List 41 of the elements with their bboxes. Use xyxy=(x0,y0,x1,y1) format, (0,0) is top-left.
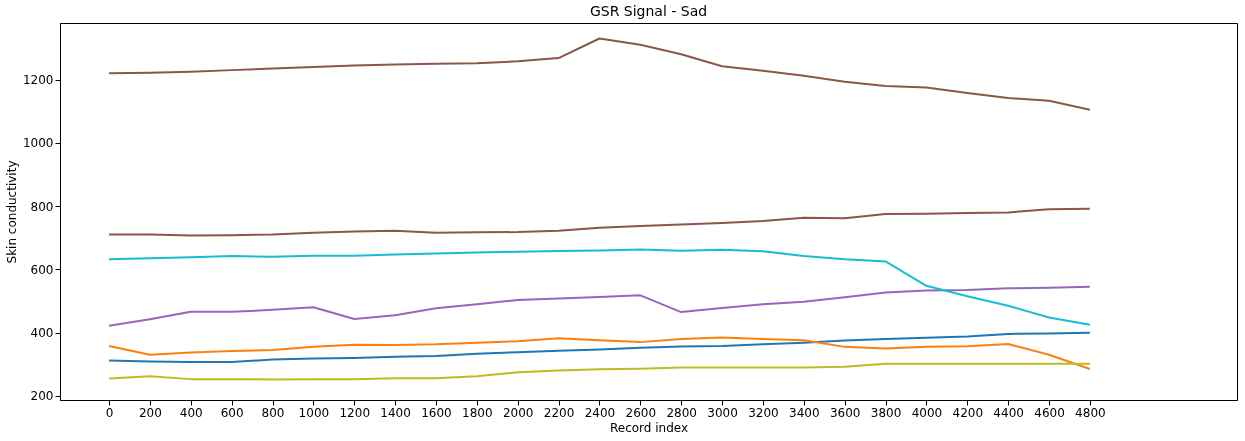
x-tick-label: 2000 xyxy=(502,405,534,420)
x-tick-label: 3400 xyxy=(789,405,820,420)
x-tick-label: 2600 xyxy=(625,405,657,420)
x-tick-label: 0 xyxy=(105,405,114,420)
y-tick-label: 400 xyxy=(30,326,54,341)
x-tick-label: 3800 xyxy=(870,405,902,420)
x-tick-label: 3000 xyxy=(707,405,738,420)
x-tick-label: 1400 xyxy=(380,405,411,420)
chart-title: GSR Signal - Sad xyxy=(589,3,708,19)
line-series xyxy=(108,362,1091,381)
x-tick-label: 3200 xyxy=(748,405,779,420)
x-axis-title: Record index xyxy=(609,420,689,435)
y-tick-label: 1200 xyxy=(22,73,54,88)
x-tick-label: 4200 xyxy=(952,405,984,420)
x-tick-label: 600 xyxy=(220,405,244,420)
x-tick-label: 1600 xyxy=(421,405,452,420)
line-series xyxy=(108,37,1091,111)
y-axis-title: Skin conductivity xyxy=(4,160,19,264)
x-tick-label: 2800 xyxy=(666,405,697,420)
x-tick-label: 2400 xyxy=(584,405,616,420)
x-tick-label: 4800 xyxy=(1075,405,1106,420)
x-tick-label: 1000 xyxy=(298,405,330,420)
line-series xyxy=(108,336,1091,371)
x-tick-label: 1800 xyxy=(462,405,493,420)
y-tick-label: 1000 xyxy=(22,136,54,151)
x-tick-label: 4400 xyxy=(993,405,1024,420)
line-series xyxy=(108,248,1091,326)
line-series xyxy=(108,285,1091,327)
x-tick-label: 1200 xyxy=(339,405,371,420)
line-series xyxy=(108,207,1091,237)
x-tick-label: 400 xyxy=(179,405,203,420)
x-tick-label: 3600 xyxy=(829,405,861,420)
y-tick-label: 200 xyxy=(30,389,54,404)
x-tick-label: 2200 xyxy=(543,405,575,420)
y-tick-label: 800 xyxy=(30,199,54,214)
x-tick-label: 800 xyxy=(261,405,285,420)
x-tick-label: 4000 xyxy=(911,405,943,420)
line-series xyxy=(108,331,1091,364)
y-tick-label: 600 xyxy=(30,262,54,277)
x-tick-label: 200 xyxy=(138,405,162,420)
x-tick-label: 4600 xyxy=(1034,405,1065,420)
